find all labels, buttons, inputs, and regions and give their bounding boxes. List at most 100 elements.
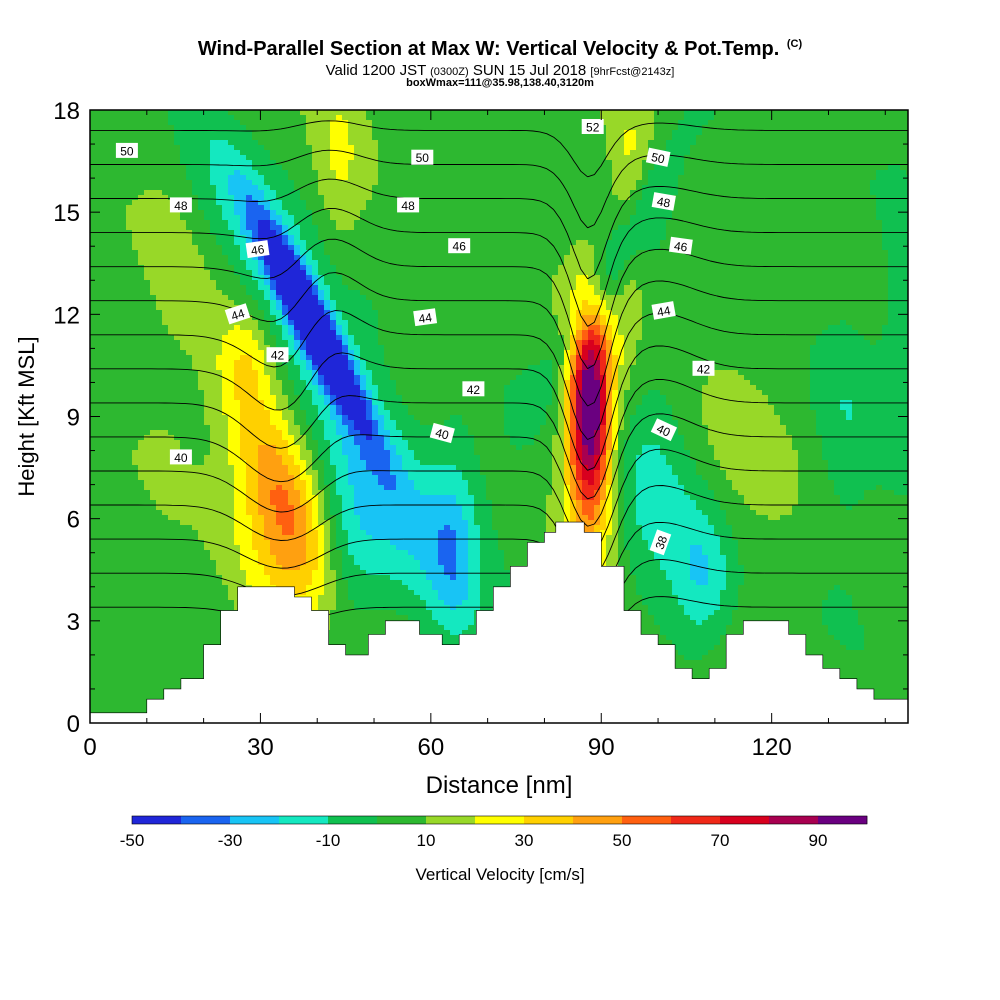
velocity-cell <box>270 210 277 216</box>
velocity-cell <box>258 195 265 201</box>
velocity-cell <box>744 145 751 151</box>
velocity-cell <box>498 155 505 161</box>
velocity-cell <box>822 245 829 251</box>
velocity-cell <box>840 245 847 251</box>
velocity-cell <box>552 125 559 131</box>
velocity-cell <box>444 235 451 241</box>
velocity-cell <box>762 110 769 116</box>
velocity-cell <box>600 200 607 206</box>
velocity-cell <box>696 285 703 291</box>
velocity-cell <box>870 115 877 121</box>
velocity-cell <box>894 185 901 191</box>
velocity-cell <box>276 235 283 241</box>
velocity-cell <box>168 130 175 136</box>
velocity-cell <box>780 210 787 216</box>
velocity-cell <box>732 145 739 151</box>
velocity-cell <box>414 275 421 281</box>
velocity-cell <box>138 265 145 271</box>
velocity-cell <box>456 195 463 201</box>
velocity-cell <box>768 130 775 136</box>
velocity-cell <box>360 145 367 151</box>
velocity-cell <box>324 265 331 271</box>
velocity-cell <box>282 245 289 251</box>
velocity-cell <box>420 240 427 246</box>
velocity-cell <box>108 195 115 201</box>
velocity-cell <box>852 210 859 216</box>
velocity-cell <box>870 160 877 166</box>
velocity-cell <box>246 215 253 221</box>
velocity-cell <box>324 115 331 121</box>
velocity-cell <box>882 130 889 136</box>
velocity-cell <box>534 240 541 246</box>
velocity-cell <box>726 190 733 196</box>
velocity-cell <box>882 260 889 266</box>
velocity-cell <box>342 145 349 151</box>
velocity-cell <box>492 285 499 291</box>
velocity-cell <box>870 270 877 276</box>
velocity-cell <box>486 115 493 121</box>
velocity-cell <box>858 275 865 281</box>
velocity-cell <box>384 150 391 156</box>
velocity-cell <box>762 245 769 251</box>
velocity-cell <box>504 145 511 151</box>
velocity-cell <box>870 250 877 256</box>
velocity-cell <box>900 250 907 256</box>
velocity-cell <box>582 215 589 221</box>
velocity-cell <box>624 130 631 136</box>
velocity-cell <box>822 235 829 241</box>
velocity-cell <box>678 220 685 226</box>
velocity-cell <box>186 260 193 266</box>
velocity-cell <box>858 195 865 201</box>
velocity-cell <box>648 255 655 261</box>
velocity-cell <box>462 125 469 131</box>
velocity-cell <box>198 280 205 286</box>
velocity-cell <box>870 280 877 286</box>
velocity-cell <box>900 165 907 171</box>
velocity-cell <box>486 155 493 161</box>
velocity-cell <box>810 265 817 271</box>
velocity-cell <box>192 265 199 271</box>
velocity-cell <box>294 175 301 181</box>
velocity-cell <box>204 275 211 281</box>
velocity-cell <box>90 240 97 246</box>
velocity-cell <box>150 190 157 196</box>
velocity-cell <box>444 285 451 291</box>
velocity-cell <box>384 225 391 231</box>
velocity-cell <box>564 165 571 171</box>
velocity-cell <box>744 285 751 291</box>
velocity-cell <box>594 235 601 241</box>
velocity-cell <box>882 135 889 141</box>
velocity-cell <box>738 265 745 271</box>
velocity-cell <box>408 270 415 276</box>
velocity-cell <box>468 205 475 211</box>
velocity-cell <box>546 110 553 116</box>
velocity-cell <box>96 210 103 216</box>
velocity-cell <box>444 225 451 231</box>
velocity-cell <box>240 275 247 281</box>
velocity-cell <box>588 135 595 141</box>
velocity-cell <box>870 170 877 176</box>
velocity-cell <box>192 270 199 276</box>
velocity-cell <box>210 150 217 156</box>
velocity-cell <box>246 260 253 266</box>
velocity-cell <box>648 250 655 256</box>
velocity-cell <box>654 230 661 236</box>
velocity-cell <box>834 285 841 291</box>
velocity-cell <box>306 195 313 201</box>
velocity-cell <box>330 240 337 246</box>
velocity-cell <box>708 120 715 126</box>
velocity-cell <box>786 150 793 156</box>
velocity-cell <box>312 110 319 116</box>
velocity-cell <box>222 275 229 281</box>
velocity-cell <box>780 185 787 191</box>
velocity-cell <box>480 155 487 161</box>
velocity-cell <box>756 285 763 291</box>
velocity-cell <box>858 245 865 251</box>
velocity-cell <box>396 220 403 226</box>
velocity-cell <box>444 160 451 166</box>
velocity-cell <box>576 265 583 271</box>
velocity-cell <box>168 220 175 226</box>
velocity-cell <box>252 145 259 151</box>
velocity-cell <box>180 235 187 241</box>
velocity-cell <box>468 215 475 221</box>
